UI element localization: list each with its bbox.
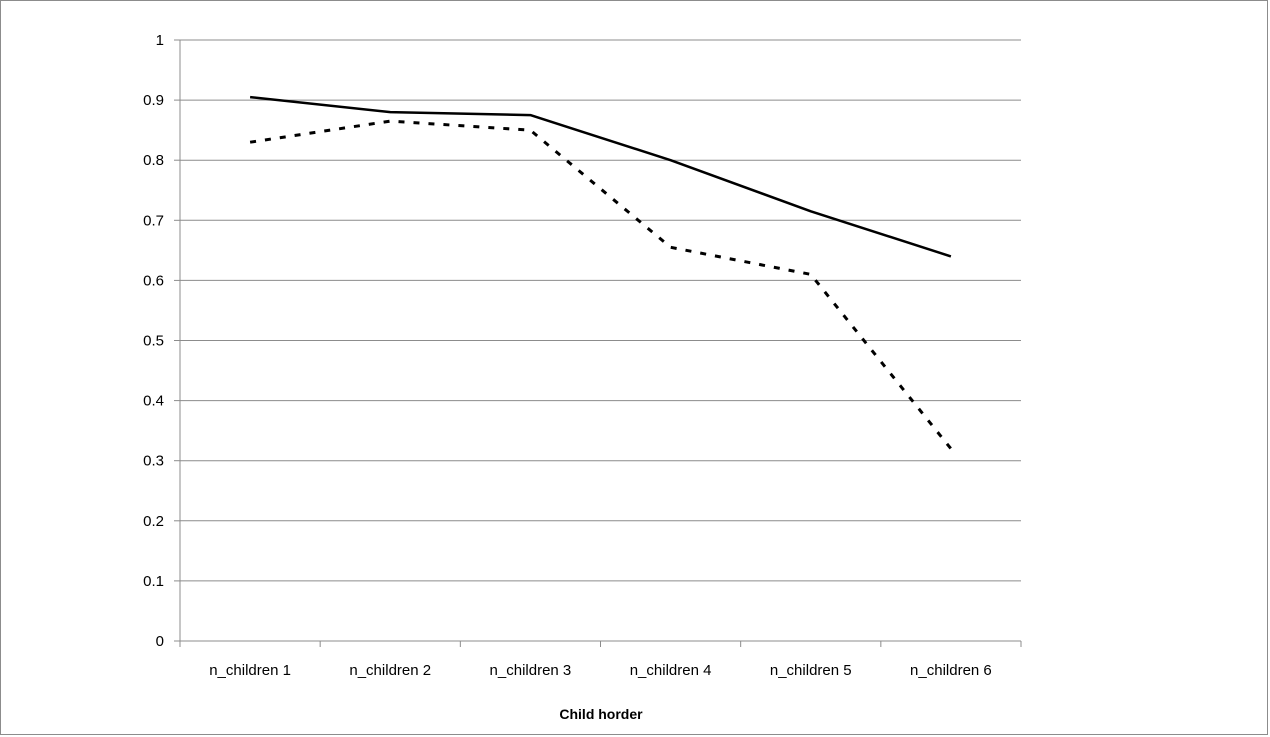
y-tick-label: 0 (156, 633, 164, 650)
gridlines (180, 39, 1021, 582)
x-tick-label: n_children 6 (910, 662, 992, 679)
series-line-solid (249, 95, 952, 258)
x-tick-label: n_children 4 (630, 662, 712, 679)
y-tick-label: 0.3 (143, 453, 164, 470)
y-tick-label: 0.1 (143, 573, 164, 590)
series-line-dotted (249, 119, 953, 450)
x-tick-label: n_children 1 (209, 662, 291, 679)
series-lines (249, 95, 953, 450)
x-tick-label: n_children 5 (770, 662, 852, 679)
y-tick-label: 0.7 (143, 212, 164, 229)
y-tick-label: 0.5 (143, 333, 164, 350)
y-tick-labels: 0 0.1 0.2 0.3 0.4 0.5 0.6 0.7 0.8 0.9 1 (143, 32, 164, 650)
x-axis-title: Child horder (559, 706, 643, 722)
y-tick-label: 0.2 (143, 513, 164, 530)
x-tick-label: n_children 3 (490, 662, 572, 679)
x-tick-label: n_children 2 (349, 662, 431, 679)
y-tick-label: 0.4 (143, 393, 164, 410)
y-tick-label: 0.6 (143, 272, 164, 289)
axes (174, 39, 1022, 647)
y-tick-label: 0.9 (143, 92, 164, 109)
y-tick-label: 1 (156, 32, 164, 49)
y-tick-label: 0.8 (143, 152, 164, 169)
x-tick-labels: n_children 1 n_children 2 n_children 3 n_ch… (209, 662, 992, 679)
